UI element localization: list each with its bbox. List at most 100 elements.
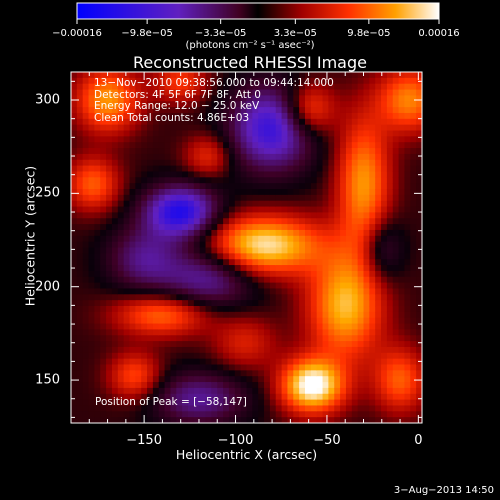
heatmap-cell: [76, 364, 84, 371]
heatmap-cell: [170, 288, 177, 295]
heatmap-cell: [117, 364, 125, 371]
heatmap-cell: [310, 370, 318, 377]
heatmap-cell: [305, 411, 312, 418]
heatmap-cell: [369, 95, 376, 102]
heatmap-cell: [392, 159, 400, 167]
heatmap-cell: [275, 95, 283, 102]
heatmap-cell: [188, 171, 195, 178]
heatmap-cell: [299, 171, 306, 178]
heatmap-cell: [193, 153, 201, 161]
heatmap-cell: [217, 306, 224, 313]
heatmap-cell: [182, 124, 189, 132]
heatmap-cell: [305, 329, 312, 336]
heatmap-cell: [381, 194, 388, 202]
heatmap-cell: [375, 124, 382, 132]
heatmap-cell: [164, 323, 172, 330]
heatmap-cell: [182, 294, 189, 301]
heatmap-cell: [129, 387, 136, 395]
heatmap-cell: [111, 189, 119, 196]
heatmap-cell: [106, 83, 113, 91]
heatmap-cell: [223, 282, 230, 290]
heatmap-cell: [369, 317, 376, 325]
heatmap-cell: [106, 329, 113, 336]
heatmap-cell: [381, 77, 388, 85]
heatmap-cell: [135, 200, 142, 208]
heatmap-cell: [182, 118, 189, 126]
heatmap-cell: [123, 130, 131, 137]
heatmap-cell: [357, 189, 365, 196]
heatmap-cell: [328, 346, 335, 354]
heatmap-cell: [182, 317, 189, 325]
heatmap-cell: [129, 358, 136, 366]
heatmap-cell: [100, 376, 107, 383]
heatmap-cell: [386, 83, 394, 91]
heatmap-cell: [293, 399, 300, 407]
heatmap-cell: [106, 206, 113, 213]
x-tick-label: −100: [217, 433, 254, 448]
heatmap-cell: [141, 382, 148, 389]
heatmap-cell: [228, 177, 236, 184]
heatmap-cell: [246, 101, 253, 108]
heatmap-cell: [240, 212, 248, 219]
heatmap-cell: [129, 288, 136, 295]
heatmap-cell: [258, 189, 265, 196]
heatmap-cell: [100, 171, 107, 178]
heatmap-cell: [410, 364, 417, 371]
heatmap-cell: [275, 224, 283, 231]
heatmap-cell: [152, 335, 160, 342]
heatmap-cell: [76, 270, 84, 278]
heatmap-cell: [281, 253, 289, 260]
heatmap-cell: [381, 387, 388, 395]
heatmap-cell: [152, 118, 160, 126]
heatmap-cell: [287, 171, 294, 178]
heatmap-cell: [158, 189, 166, 196]
heatmap-cell: [281, 148, 289, 155]
heatmap-cell: [328, 124, 335, 132]
heatmap-cell: [176, 317, 183, 325]
heatmap-cell: [305, 253, 312, 260]
heatmap-cell: [129, 411, 136, 418]
heatmap-cell: [193, 124, 201, 132]
heatmap-cell: [170, 72, 177, 79]
heatmap-cell: [176, 329, 183, 336]
heatmap-cell: [228, 124, 236, 132]
heatmap-cell: [94, 346, 101, 354]
heatmap-cell: [258, 341, 265, 348]
heatmap-cell: [351, 224, 359, 231]
heatmap-cell: [135, 171, 142, 178]
heatmap-cell: [275, 247, 283, 254]
heatmap-cell: [392, 411, 400, 418]
heatmap-cell: [129, 352, 136, 360]
heatmap-cell: [375, 136, 382, 143]
heatmap-cell: [82, 247, 90, 254]
heatmap-cell: [82, 352, 90, 360]
heatmap-cell: [363, 346, 370, 354]
heatmap-cell: [357, 124, 365, 132]
heatmap-cell: [234, 259, 242, 266]
heatmap-cell: [182, 153, 189, 161]
heatmap-cell: [363, 306, 370, 313]
heatmap-cell: [416, 405, 422, 412]
heatmap-cell: [205, 77, 212, 85]
heatmap-cell: [228, 107, 236, 114]
heatmap-cell: [71, 253, 78, 260]
heatmap-cell: [88, 393, 95, 401]
heatmap-cell: [293, 270, 300, 278]
heatmap-cell: [170, 265, 177, 272]
heatmap-cell: [287, 300, 294, 307]
heatmap-cell: [392, 399, 400, 407]
heatmap-cell: [217, 294, 224, 301]
heatmap-cell: [340, 417, 347, 423]
heatmap-cell: [223, 376, 230, 383]
heatmap-cell: [164, 212, 172, 219]
heatmap-cell: [416, 130, 422, 137]
heatmap-cell: [164, 411, 172, 418]
heatmap-cell: [129, 253, 136, 260]
heatmap-cell: [264, 306, 271, 313]
heatmap-cell: [211, 399, 218, 407]
heatmap-cell: [100, 130, 107, 137]
heatmap-cell: [182, 247, 189, 254]
heatmap-cell: [340, 270, 347, 278]
heatmap-cell: [234, 153, 242, 161]
heatmap-cell: [88, 382, 95, 389]
